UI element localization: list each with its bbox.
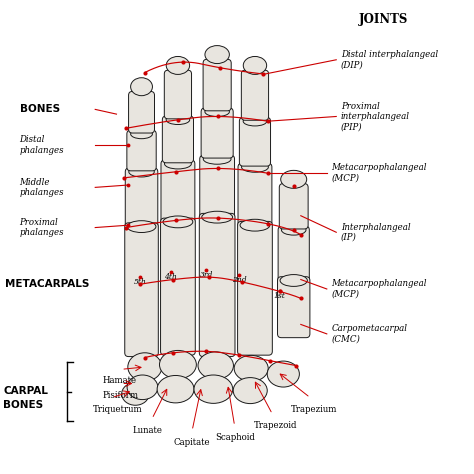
FancyBboxPatch shape: [239, 118, 271, 166]
Text: Interphalangeal
(IP): Interphalangeal (IP): [341, 223, 410, 242]
Ellipse shape: [131, 78, 153, 96]
Ellipse shape: [194, 375, 233, 403]
Text: 3rd: 3rd: [200, 271, 213, 279]
FancyBboxPatch shape: [127, 130, 156, 171]
FancyBboxPatch shape: [238, 163, 272, 228]
FancyBboxPatch shape: [164, 70, 191, 119]
FancyBboxPatch shape: [161, 218, 195, 355]
Ellipse shape: [234, 356, 268, 382]
Text: 2nd: 2nd: [232, 275, 246, 283]
Ellipse shape: [164, 158, 191, 169]
Text: Proximal
phalanges: Proximal phalanges: [19, 218, 64, 237]
FancyBboxPatch shape: [201, 108, 233, 158]
Ellipse shape: [233, 378, 267, 403]
Text: JOINTS: JOINTS: [359, 12, 408, 26]
Ellipse shape: [127, 221, 156, 233]
FancyBboxPatch shape: [161, 160, 195, 224]
FancyBboxPatch shape: [200, 155, 235, 219]
Ellipse shape: [205, 107, 229, 117]
Ellipse shape: [242, 162, 268, 172]
FancyBboxPatch shape: [278, 226, 310, 283]
FancyBboxPatch shape: [163, 116, 193, 163]
Text: BONES: BONES: [3, 400, 43, 410]
Text: METACARPALS: METACARPALS: [5, 279, 90, 289]
FancyBboxPatch shape: [128, 91, 155, 133]
Ellipse shape: [267, 361, 300, 387]
Ellipse shape: [166, 115, 190, 125]
Ellipse shape: [122, 383, 149, 405]
Text: 5th: 5th: [134, 278, 146, 286]
Text: CARPAL: CARPAL: [3, 385, 48, 396]
FancyBboxPatch shape: [125, 223, 158, 356]
Ellipse shape: [202, 211, 233, 223]
Ellipse shape: [243, 56, 267, 74]
Ellipse shape: [128, 353, 162, 381]
Text: Pisiform: Pisiform: [102, 391, 138, 400]
Text: Metacarpophalangeal
(MCP): Metacarpophalangeal (MCP): [331, 279, 427, 299]
Text: Distal
phalanges: Distal phalanges: [19, 135, 64, 155]
Ellipse shape: [203, 154, 231, 164]
Ellipse shape: [166, 56, 190, 74]
Ellipse shape: [127, 375, 158, 400]
Text: Middle
phalanges: Middle phalanges: [19, 178, 64, 197]
Ellipse shape: [240, 219, 270, 231]
Ellipse shape: [198, 352, 234, 379]
Text: Trapezoid: Trapezoid: [254, 421, 297, 430]
Ellipse shape: [280, 274, 307, 286]
Text: Distal interphalangeal
(DIP): Distal interphalangeal (DIP): [341, 50, 438, 70]
Text: Proximal
interphalangeal
(PIP): Proximal interphalangeal (PIP): [341, 101, 410, 131]
FancyBboxPatch shape: [199, 213, 235, 356]
Ellipse shape: [157, 375, 194, 403]
FancyBboxPatch shape: [279, 183, 308, 229]
Ellipse shape: [243, 117, 267, 126]
Text: Scaphoid: Scaphoid: [216, 433, 255, 442]
FancyBboxPatch shape: [125, 168, 158, 229]
Ellipse shape: [163, 216, 193, 228]
Text: Trapezium: Trapezium: [292, 405, 338, 414]
Text: Metacarpophalangeal
(MCP): Metacarpophalangeal (MCP): [331, 164, 427, 183]
Ellipse shape: [282, 225, 306, 235]
Text: Triquetrum: Triquetrum: [93, 405, 143, 414]
Ellipse shape: [129, 166, 154, 177]
FancyBboxPatch shape: [241, 70, 269, 120]
Text: 4th: 4th: [164, 273, 177, 281]
Ellipse shape: [205, 46, 229, 64]
Text: Carpometacarpal
(CMC): Carpometacarpal (CMC): [331, 324, 408, 344]
Text: Lunate: Lunate: [133, 426, 163, 435]
Text: Capitate: Capitate: [173, 438, 210, 447]
FancyBboxPatch shape: [203, 59, 231, 111]
FancyBboxPatch shape: [277, 277, 310, 337]
Ellipse shape: [281, 170, 307, 188]
Text: 1st: 1st: [273, 292, 285, 300]
Ellipse shape: [131, 129, 153, 139]
Ellipse shape: [159, 350, 196, 379]
Text: BONES: BONES: [19, 104, 60, 114]
Text: Hamate: Hamate: [102, 376, 137, 385]
FancyBboxPatch shape: [237, 221, 273, 355]
